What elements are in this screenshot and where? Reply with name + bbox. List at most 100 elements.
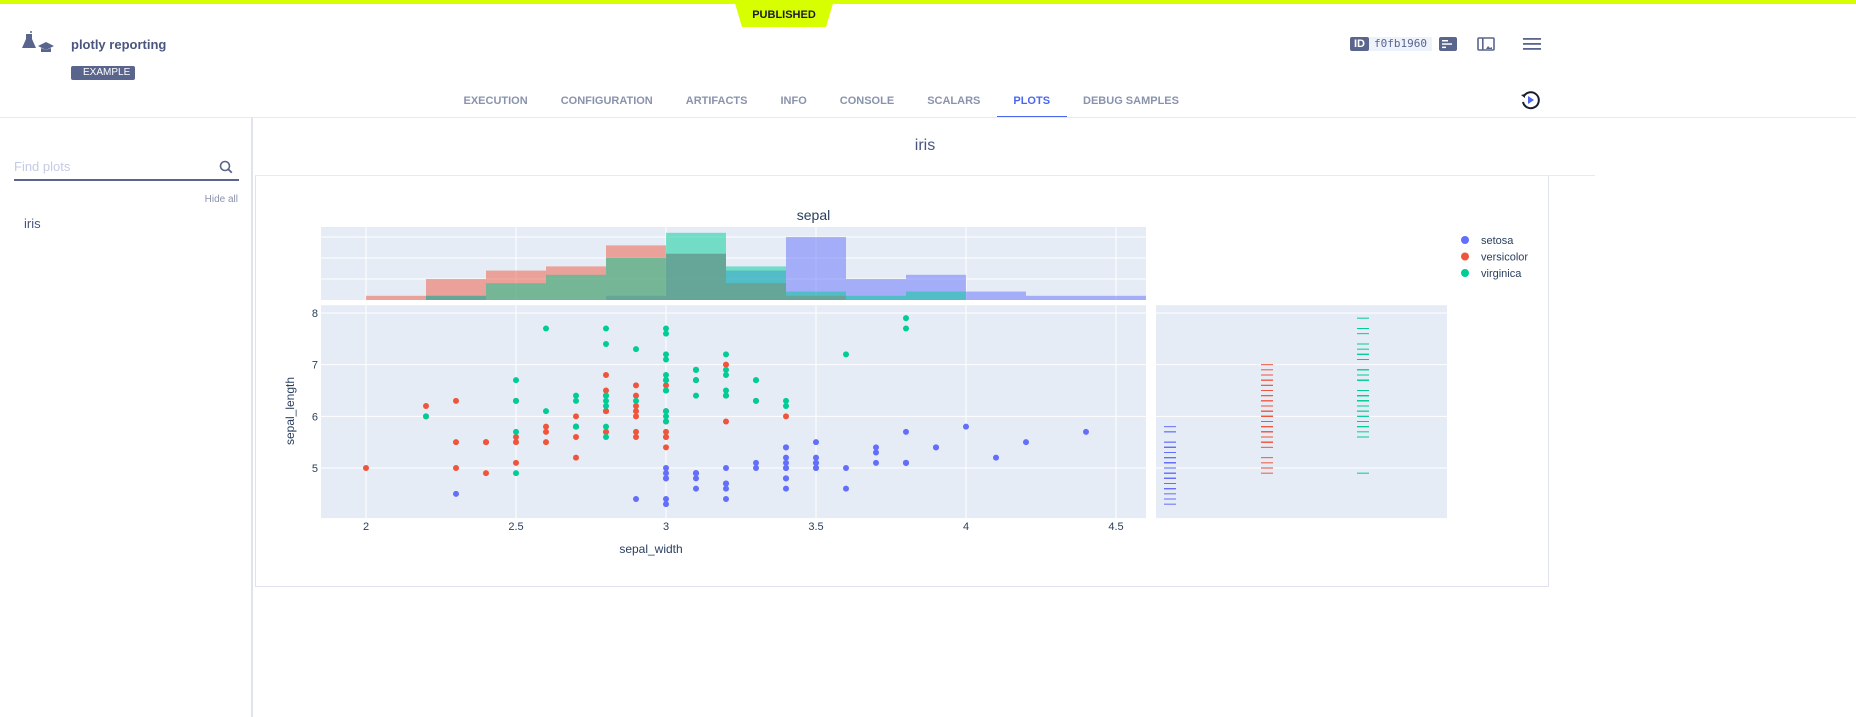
- experiment-logo-icon: [22, 31, 54, 52]
- id-label: ID: [1350, 37, 1369, 51]
- scatter-point-versicolor: [543, 428, 549, 435]
- tab-debug-samples[interactable]: DEBUG SAMPLES: [1083, 95, 1179, 107]
- histogram-bar-setosa: [1026, 295, 1086, 300]
- sidebar-item-iris[interactable]: iris: [24, 216, 41, 231]
- scatter-point-virginica: [513, 428, 519, 435]
- scatter-point-virginica: [573, 423, 579, 430]
- histogram-bar-setosa: [786, 237, 846, 300]
- scatter-point-setosa: [813, 465, 819, 471]
- scatter-point-versicolor: [453, 439, 459, 446]
- scatter-point-setosa: [903, 459, 909, 466]
- scatter-point-setosa: [843, 485, 849, 492]
- scatter-point-virginica: [753, 397, 759, 404]
- iris-sepal-chart[interactable]: 2 2.5 3 3.5 4 4.5 5 6 7 8 setosa versicolor virginic…: [256, 176, 1548, 586]
- search-icon[interactable]: [219, 160, 233, 174]
- scatter-point-virginica: [663, 377, 669, 384]
- scatter-point-versicolor: [663, 433, 669, 440]
- histogram-bar-setosa: [1086, 295, 1146, 300]
- scatter-point-versicolor: [723, 418, 729, 425]
- scatter-point-virginica: [663, 418, 669, 425]
- scatter-point-setosa: [1083, 428, 1089, 435]
- details-icon[interactable]: [1439, 37, 1457, 51]
- scatter-point-versicolor: [513, 433, 519, 440]
- scatter-point-virginica: [723, 371, 729, 378]
- scatter-point-setosa: [723, 485, 729, 492]
- tab-execution[interactable]: EXECUTION: [463, 95, 528, 107]
- scatter-point-setosa: [723, 496, 729, 503]
- header-divider: [0, 117, 1856, 118]
- histogram-bar-virginica: [546, 274, 606, 300]
- y-tick-label: 7: [312, 360, 318, 372]
- scatter-point-versicolor: [453, 397, 459, 404]
- scatter-point-setosa: [783, 444, 789, 451]
- scatter-point-setosa: [783, 475, 789, 482]
- scatter-point-virginica: [663, 351, 669, 358]
- refresh-icon[interactable]: [1520, 90, 1540, 110]
- scatter-point-versicolor: [573, 433, 579, 440]
- scatter-point-versicolor: [543, 423, 549, 430]
- histogram-bar-virginica: [786, 291, 846, 300]
- scatter-point-versicolor: [633, 413, 639, 420]
- histogram-bar-virginica: [726, 266, 786, 300]
- search-placeholder: Find plots: [14, 159, 71, 174]
- scatter-point-virginica: [663, 330, 669, 337]
- scatter-point-virginica: [903, 325, 909, 332]
- scatter-point-versicolor: [663, 428, 669, 435]
- scatter-point-virginica: [663, 371, 669, 378]
- scatter-point-setosa: [723, 480, 729, 487]
- scatter-point-versicolor: [363, 465, 369, 471]
- scatter-point-virginica: [663, 356, 669, 363]
- scatter-point-setosa: [783, 485, 789, 492]
- x-tick-label: 4.5: [1108, 521, 1123, 533]
- histogram-bar-setosa: [966, 291, 1026, 300]
- scatter-point-setosa: [663, 496, 669, 503]
- x-tick-label: 3.5: [808, 521, 823, 533]
- scatter-point-versicolor: [423, 402, 429, 409]
- scatter-point-virginica: [603, 325, 609, 332]
- scatter-point-virginica: [693, 392, 699, 399]
- legend-marker-virginica: [1461, 269, 1469, 277]
- scatter-point-versicolor: [633, 382, 639, 389]
- scatter-point-virginica: [663, 387, 669, 394]
- tab-scalars[interactable]: SCALARS: [927, 95, 981, 107]
- scatter-point-virginica: [633, 346, 639, 353]
- histogram-bar-setosa: [846, 279, 906, 300]
- scatter-point-versicolor: [543, 439, 549, 446]
- id-value: f0fb1960: [1369, 37, 1432, 51]
- scatter-point-virginica: [603, 402, 609, 409]
- scatter-point-setosa: [783, 454, 789, 461]
- scatter-point-versicolor: [633, 428, 639, 435]
- scatter-point-virginica: [723, 366, 729, 373]
- scatter-point-versicolor: [453, 465, 459, 471]
- scatter-point-versicolor: [633, 408, 639, 415]
- scatter-point-setosa: [873, 449, 879, 456]
- scatter-point-virginica: [723, 392, 729, 399]
- id-badge[interactable]: ID f0fb1960: [1350, 37, 1432, 51]
- y-tick-label: 5: [312, 463, 318, 475]
- scatter-point-setosa: [753, 465, 759, 471]
- tab-plots[interactable]: PLOTS: [996, 89, 1067, 118]
- example-tag[interactable]: EXAMPLE: [71, 66, 136, 80]
- plots-sidebar: Find plots Hide all iris: [0, 118, 253, 717]
- scatter-point-setosa: [783, 459, 789, 466]
- menu-icon[interactable]: [1523, 37, 1541, 51]
- scatter-point-virginica: [663, 325, 669, 332]
- scatter-point-versicolor: [663, 444, 669, 451]
- panel-layout-icon[interactable]: [1477, 37, 1495, 51]
- scatter-point-setosa: [813, 454, 819, 461]
- tab-artifacts[interactable]: ARTIFACTS: [685, 95, 748, 107]
- scatter-point-versicolor: [513, 439, 519, 446]
- scatter-point-setosa: [1023, 439, 1029, 446]
- tab-configuration[interactable]: CONFIGURATION: [560, 95, 653, 107]
- scatter-point-versicolor: [573, 454, 579, 461]
- find-plots-input[interactable]: Find plots: [14, 158, 239, 181]
- scatter-point-virginica: [603, 392, 609, 399]
- tab-info[interactable]: INFO: [780, 95, 807, 107]
- scatter-point-virginica: [573, 397, 579, 404]
- histogram-bar-virginica: [906, 291, 966, 300]
- tab-console[interactable]: CONSOLE: [839, 95, 895, 107]
- scatter-point-versicolor: [603, 387, 609, 394]
- hide-all-button[interactable]: Hide all: [204, 194, 238, 205]
- scatter-point-setosa: [723, 465, 729, 471]
- scatter-point-virginica: [423, 413, 429, 420]
